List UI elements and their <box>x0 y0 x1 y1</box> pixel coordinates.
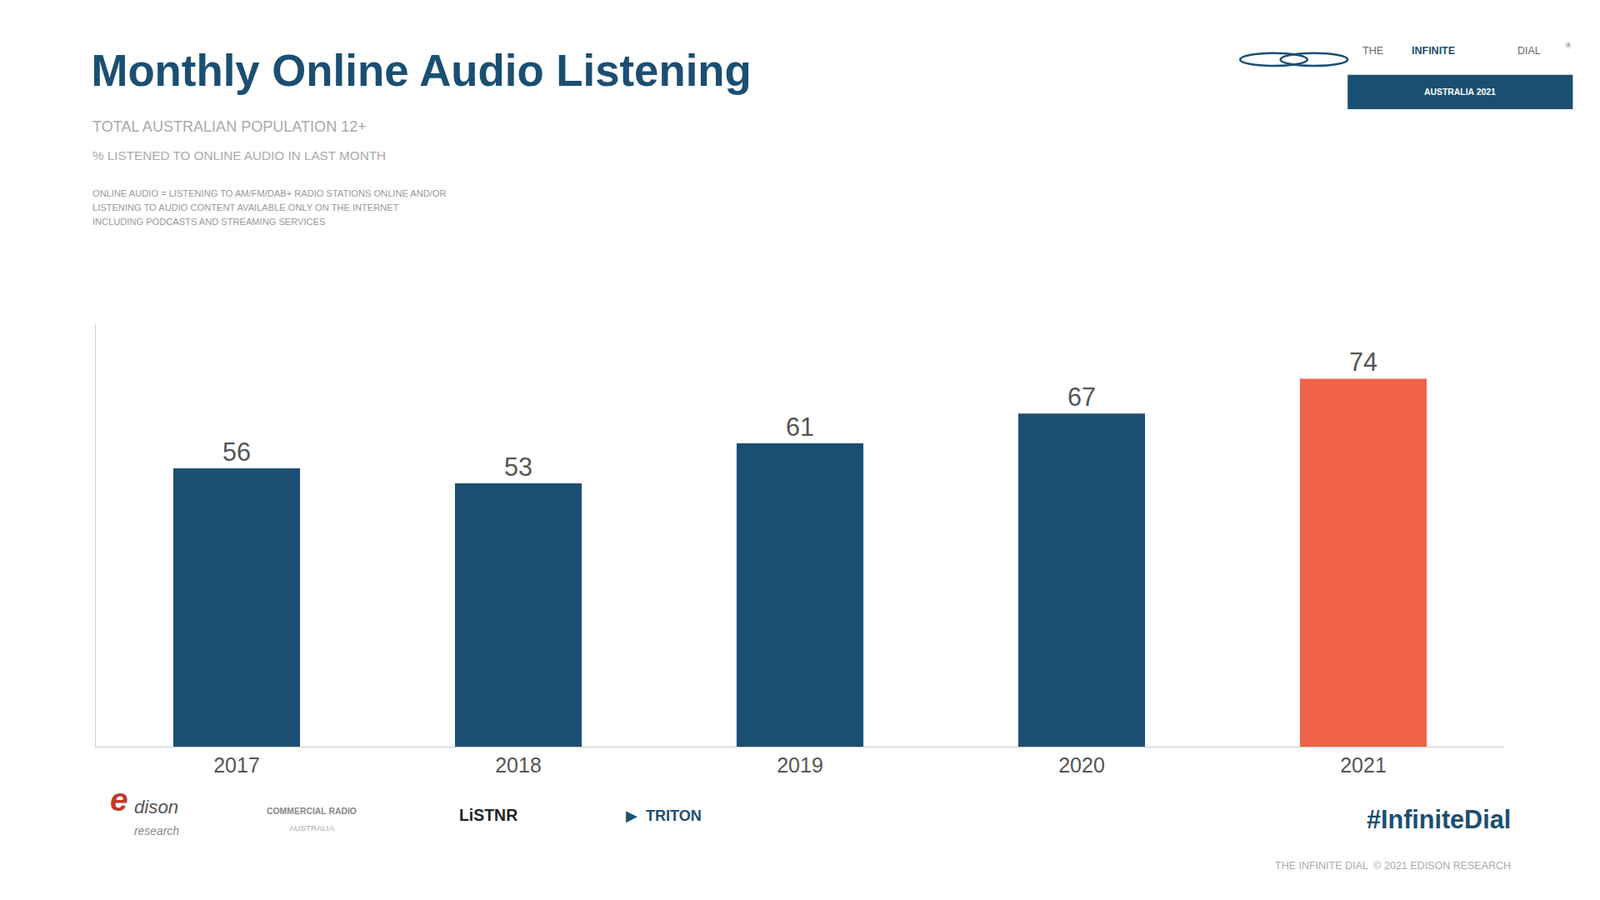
svg-text:2019: 2019 <box>776 753 824 777</box>
svg-text:74: 74 <box>1349 347 1378 376</box>
svg-text:COMMERCIAL RADIO: COMMERCIAL RADIO <box>266 806 357 816</box>
svg-text:dison: dison <box>134 796 179 818</box>
svg-text:Monthly Online Audio Listening: Monthly Online Audio Listening <box>90 45 751 95</box>
svg-text:THE INFINITE DIAL © 2021 EDIS: THE INFINITE DIAL © 2021 EDISON RESEARCH <box>1275 860 1511 872</box>
svg-text:INFINITE: INFINITE <box>1411 45 1455 57</box>
svg-text:#InfiniteDial: #InfiniteDial <box>1366 805 1511 834</box>
svg-text:LISTENING TO AUDIO CONTENT AVA: LISTENING TO AUDIO CONTENT AVAILABLE ONL… <box>92 202 400 213</box>
svg-text:DIAL: DIAL <box>1517 45 1541 57</box>
svg-text:2017: 2017 <box>213 753 260 777</box>
svg-text:2021: 2021 <box>1340 753 1387 777</box>
svg-text:61: 61 <box>785 412 815 441</box>
svg-text:2020: 2020 <box>1058 753 1105 777</box>
svg-text:67: 67 <box>1067 382 1096 411</box>
svg-text:INCLUDING PODCASTS AND STREAMI: INCLUDING PODCASTS AND STREAMING SERVICE… <box>92 216 325 227</box>
svg-text:AUSTRALIA: AUSTRALIA <box>289 823 335 833</box>
svg-text:®: ® <box>1565 41 1571 50</box>
svg-text:2018: 2018 <box>495 753 542 777</box>
svg-text:ONLINE AUDIO = LISTENING TO AM: ONLINE AUDIO = LISTENING TO AM/FM/DAB+ R… <box>92 188 447 199</box>
svg-text:research: research <box>134 824 180 838</box>
svg-text:TOTAL AUSTRALIAN POPULATION 12: TOTAL AUSTRALIAN POPULATION 12+ <box>92 118 367 135</box>
svg-text:56: 56 <box>222 437 251 466</box>
svg-text:e: e <box>110 781 129 818</box>
svg-text:AUSTRALIA 2021: AUSTRALIA 2021 <box>1424 87 1496 97</box>
svg-text:% LISTENED TO ONLINE AUDIO IN: % LISTENED TO ONLINE AUDIO IN LAST MONTH <box>92 148 386 163</box>
svg-text:53: 53 <box>504 452 533 481</box>
svg-text:▶ TRITON: ▶ TRITON <box>625 807 702 825</box>
svg-text:LiSTNR: LiSTNR <box>459 805 518 825</box>
svg-text:THE: THE <box>1362 45 1384 57</box>
